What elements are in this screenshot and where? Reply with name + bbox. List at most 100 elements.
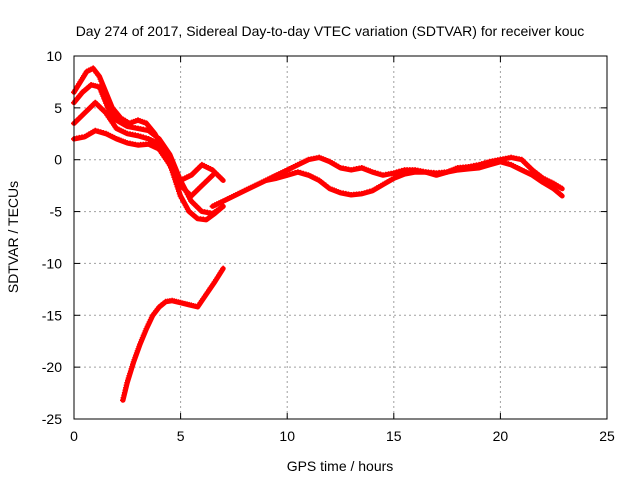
data-point-marker: [203, 164, 207, 168]
data-point-marker: [195, 205, 200, 209]
data-point-marker: [124, 140, 129, 144]
data-point-marker: [166, 151, 171, 156]
data-point-marker: [152, 144, 156, 149]
data-point-marker: [117, 119, 122, 124]
data-point-marker: [191, 201, 196, 206]
data-point-marker: [113, 136, 118, 140]
y-tick-label: -5: [50, 204, 63, 220]
data-point-marker: [188, 210, 193, 215]
data-point-marker: [104, 112, 109, 116]
data-point-marker: [220, 265, 224, 270]
data-point-marker: [107, 132, 111, 137]
data-point-marker: [132, 132, 137, 137]
data-point-marker: [361, 165, 365, 170]
data-point-marker: [329, 160, 333, 164]
data-point-marker: [533, 175, 538, 179]
data-point-marker: [112, 123, 117, 128]
data-point-marker: [111, 134, 116, 139]
data-point-marker: [518, 167, 523, 171]
data-point-marker: [322, 182, 327, 187]
x-tick-label: 0: [70, 428, 78, 444]
data-point-marker: [525, 170, 529, 174]
data-point-marker: [166, 161, 171, 166]
data-point-marker: [369, 169, 374, 173]
data-point-marker: [318, 155, 323, 160]
data-point-marker: [206, 210, 211, 214]
data-point-marker: [309, 174, 314, 179]
data-point-marker: [113, 125, 118, 130]
data-point-marker: [109, 133, 114, 138]
data-point-marker: [314, 176, 318, 181]
data-point-marker: [161, 154, 166, 158]
data-point-marker: [156, 146, 161, 151]
data-point-marker: [204, 209, 209, 214]
data-point-marker: [307, 173, 312, 178]
data-point-marker: [557, 191, 561, 195]
data-point-marker: [112, 115, 116, 119]
data-point-marker: [154, 134, 158, 139]
data-point-marker: [92, 99, 97, 104]
data-point-marker: [188, 198, 193, 202]
data-point-marker: [140, 134, 145, 139]
data-point-marker: [124, 119, 129, 123]
data-point-marker: [111, 121, 115, 126]
data-point-marker: [120, 116, 124, 121]
data-point-marker: [95, 128, 99, 133]
data-point-marker: [104, 102, 108, 107]
data-point-marker: [335, 189, 340, 193]
data-point-marker: [333, 188, 337, 192]
data-point-marker: [103, 110, 107, 114]
data-point-marker: [198, 161, 203, 166]
data-point-marker: [523, 169, 527, 173]
data-point-marker: [372, 169, 376, 174]
data-point-marker: [99, 91, 104, 95]
data-point-marker: [377, 171, 382, 176]
data-point-marker: [540, 179, 544, 184]
data-point-marker: [176, 188, 180, 193]
data-point-marker: [531, 173, 536, 178]
data-point-marker: [120, 121, 124, 125]
data-point-marker: [425, 169, 430, 174]
data-point-marker: [103, 130, 107, 135]
y-tick-label: 5: [54, 100, 62, 116]
y-tick-label: -20: [42, 359, 62, 375]
data-point-marker: [99, 106, 104, 111]
data-point-marker: [93, 69, 98, 74]
data-point-marker: [544, 177, 549, 182]
data-point-marker: [115, 126, 120, 131]
data-point-marker: [311, 175, 316, 180]
data-point-marker: [177, 182, 182, 187]
data-point-marker: [200, 216, 205, 221]
x-tick-label: 25: [599, 428, 615, 444]
x-tick-label: 15: [386, 428, 402, 444]
data-point-marker: [181, 186, 185, 190]
data-point-marker: [115, 118, 120, 123]
data-point-marker: [120, 138, 124, 143]
data-point-marker: [99, 80, 104, 85]
data-point-marker: [430, 169, 435, 174]
data-point-marker: [194, 215, 199, 220]
data-point-marker: [97, 129, 102, 133]
data-point-marker: [192, 214, 197, 218]
data-point-marker: [145, 122, 149, 127]
data-point-marker: [140, 126, 145, 131]
data-point-marker: [297, 169, 302, 174]
data-point-marker: [120, 128, 124, 133]
data-point-marker: [320, 180, 325, 185]
data-point-marker: [110, 113, 115, 117]
data-point-marker: [201, 162, 205, 167]
data-point-marker: [176, 175, 181, 180]
chart-title: Day 274 of 2017, Sidereal Day-to-day VTE…: [76, 23, 585, 39]
data-point-marker: [533, 170, 538, 175]
data-point-marker: [535, 176, 540, 181]
data-point-marker: [101, 95, 106, 100]
data-point-marker: [146, 124, 151, 129]
data-point-marker: [137, 126, 142, 130]
data-point-marker: [213, 170, 217, 175]
data-point-marker: [127, 131, 131, 136]
data-point-marker: [527, 165, 532, 170]
axis-ticks: [73, 55, 608, 420]
data-point-marker: [510, 162, 514, 167]
data-point-marker: [179, 184, 184, 189]
